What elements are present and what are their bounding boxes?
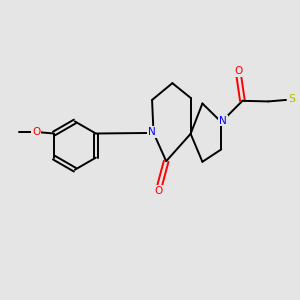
Text: O: O (32, 127, 41, 137)
Text: O: O (234, 66, 242, 76)
Text: S: S (288, 94, 296, 104)
Text: N: N (148, 127, 156, 137)
Text: O: O (154, 186, 162, 196)
Text: N: N (219, 116, 227, 126)
